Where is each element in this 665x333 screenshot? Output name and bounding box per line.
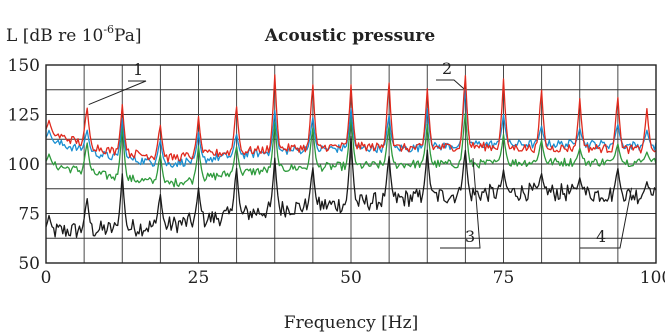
annotation-leader-4 [580, 187, 633, 249]
series-4-line [45, 135, 657, 238]
y-tick-label: 150 [8, 56, 40, 76]
y-tick-label: 50 [18, 254, 40, 274]
annotation-label-4: 4 [596, 227, 606, 246]
x-axis-label: Frequency [Hz] [284, 313, 418, 333]
chart-title: Acoustic pressure [264, 26, 436, 46]
y-tick-label: 100 [8, 155, 40, 175]
annotation-leader-2 [436, 79, 465, 90]
annotation-leader-1 [88, 80, 147, 106]
annotations: 1 2 3 4 [88, 59, 633, 249]
x-tick-label: 50 [340, 268, 362, 288]
y-tick-label: 125 [8, 106, 40, 126]
annotation-label-3: 3 [465, 227, 475, 246]
x-tick-label: 75 [493, 268, 515, 288]
annotation-label-1: 1 [133, 60, 143, 79]
series-1-line [45, 74, 657, 163]
x-tick-label: 100 [640, 268, 665, 288]
annotation-leader-3 [440, 158, 481, 249]
series-layer [45, 74, 657, 238]
y-tick-label: 75 [18, 205, 40, 225]
plot-frame [45, 64, 657, 264]
annotation-label-2: 2 [442, 59, 452, 78]
y-axis-label: L [dB re 10-6Pa] [6, 23, 142, 46]
x-tick-label: 25 [188, 268, 210, 288]
tick-labels: 0 25 50 75 100 50 75 100 125 150 [8, 56, 665, 288]
x-tick-label: 0 [41, 268, 52, 288]
